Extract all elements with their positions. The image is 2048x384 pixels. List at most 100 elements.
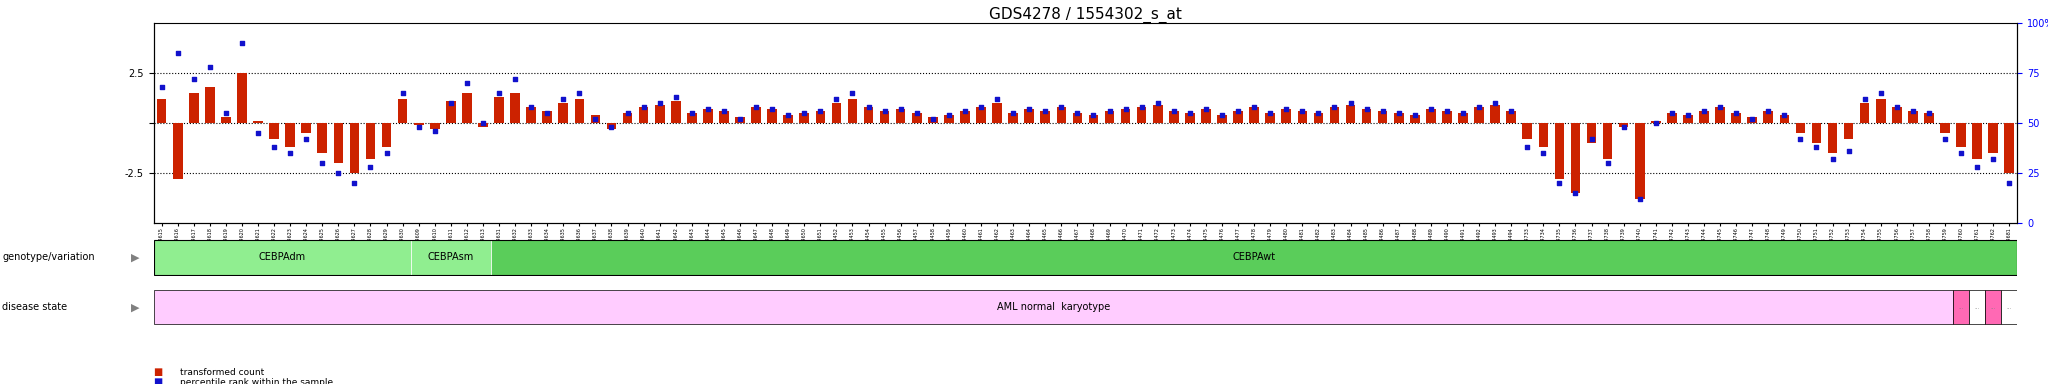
Point	[997, 110, 1030, 116]
Bar	[1507, 111, 1516, 123]
Point	[500, 76, 532, 82]
Bar	[301, 123, 311, 133]
Point	[547, 96, 580, 102]
Point	[1559, 190, 1591, 196]
Title: GDS4278 / 1554302_s_at: GDS4278 / 1554302_s_at	[989, 7, 1182, 23]
Text: ...: ...	[2007, 305, 2011, 310]
Bar	[414, 123, 424, 125]
Point	[965, 104, 997, 110]
Point	[627, 104, 659, 110]
Point	[1833, 148, 1866, 154]
Bar	[831, 103, 842, 123]
FancyBboxPatch shape	[412, 240, 492, 275]
Point	[1976, 156, 2009, 162]
Point	[852, 104, 885, 110]
Bar	[1909, 111, 1917, 123]
Bar	[1731, 113, 1741, 123]
Bar	[1249, 107, 1260, 123]
FancyBboxPatch shape	[154, 240, 412, 275]
Point	[610, 110, 643, 116]
Point	[1382, 110, 1415, 116]
Point	[1575, 136, 1608, 142]
Point	[596, 124, 629, 130]
Point	[1174, 110, 1206, 116]
Point	[868, 108, 901, 114]
Bar	[510, 93, 520, 123]
Bar	[1876, 99, 1886, 123]
Bar	[1233, 111, 1243, 123]
Point	[1624, 196, 1657, 202]
Point	[1608, 124, 1640, 130]
Bar	[1604, 123, 1612, 159]
FancyBboxPatch shape	[1954, 290, 1968, 324]
Bar	[752, 107, 762, 123]
Bar	[430, 123, 440, 129]
Point	[1110, 106, 1143, 112]
Bar	[1329, 107, 1339, 123]
Point	[901, 110, 934, 116]
Point	[1044, 104, 1077, 110]
Point	[1511, 144, 1544, 150]
Point	[580, 116, 612, 122]
Point	[723, 116, 756, 122]
Point	[1591, 160, 1624, 166]
Bar	[1186, 113, 1194, 123]
Point	[434, 100, 467, 106]
Bar	[381, 123, 391, 147]
Bar	[1217, 115, 1227, 123]
Point	[514, 104, 547, 110]
Bar	[494, 97, 504, 123]
Bar	[463, 93, 471, 123]
Bar	[446, 101, 455, 123]
Point	[819, 96, 852, 102]
Bar	[543, 111, 553, 123]
Bar	[205, 87, 215, 123]
Bar	[254, 121, 262, 123]
Point	[739, 104, 772, 110]
Point	[692, 106, 725, 112]
Point	[772, 112, 805, 118]
Bar	[1843, 123, 1853, 139]
Text: ...: ...	[1958, 305, 1964, 310]
Point	[1014, 106, 1047, 112]
Point	[1671, 112, 1704, 118]
Point	[756, 106, 788, 112]
Point	[387, 90, 420, 96]
Point	[1864, 90, 1896, 96]
Point	[707, 108, 739, 114]
FancyBboxPatch shape	[492, 240, 2017, 275]
Point	[162, 50, 195, 56]
Bar	[1425, 109, 1436, 123]
Point	[1880, 104, 1913, 110]
Text: percentile rank within the sample: percentile rank within the sample	[180, 377, 334, 384]
Bar	[1491, 105, 1499, 123]
Bar	[1634, 123, 1645, 199]
Text: transformed count: transformed count	[180, 368, 264, 377]
Bar	[1812, 123, 1821, 143]
Bar	[1989, 123, 1999, 153]
Point	[530, 110, 563, 116]
Point	[1479, 100, 1511, 106]
Point	[932, 112, 965, 118]
Bar	[799, 113, 809, 123]
Bar	[1137, 107, 1147, 123]
Point	[1124, 104, 1157, 110]
Bar	[848, 99, 858, 123]
Point	[178, 76, 211, 82]
Text: ▶: ▶	[131, 252, 139, 262]
Bar	[768, 109, 776, 123]
Point	[1303, 110, 1335, 116]
Bar	[1892, 107, 1903, 123]
Point	[483, 90, 516, 96]
FancyBboxPatch shape	[1968, 290, 1985, 324]
Point	[1800, 144, 1833, 150]
Bar	[1939, 123, 1950, 133]
Bar	[1008, 113, 1018, 123]
Point	[1817, 156, 1849, 162]
Point	[1319, 104, 1352, 110]
Point	[291, 136, 324, 142]
Bar	[1040, 111, 1051, 123]
Bar	[1956, 123, 1966, 147]
Bar	[1827, 123, 1837, 153]
Text: ■: ■	[154, 377, 164, 384]
